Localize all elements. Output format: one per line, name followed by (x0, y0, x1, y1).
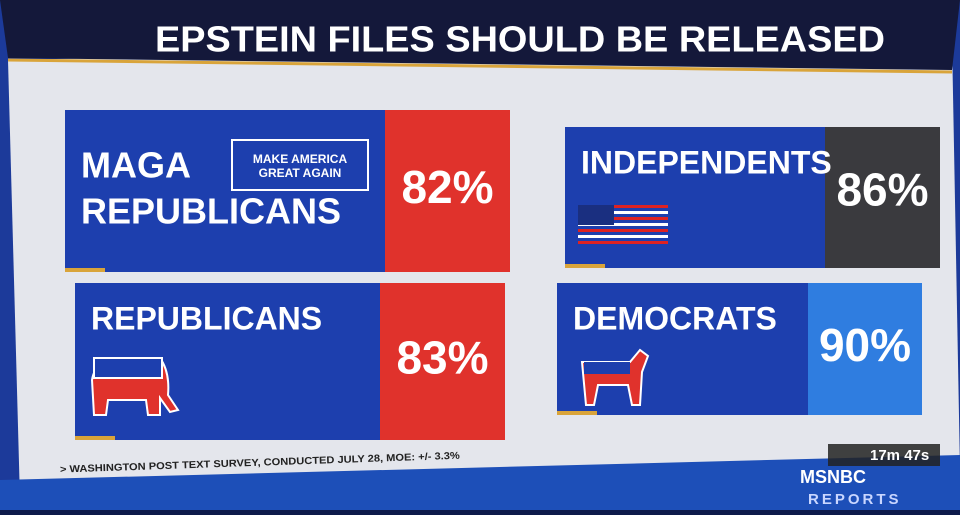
panel-label: INDEPENDENTS (581, 144, 832, 180)
panel-right (380, 283, 505, 440)
panel-label: REPUBLICANS (91, 300, 322, 336)
panel-accent (565, 264, 605, 268)
panel-label: DEMOCRATS (573, 300, 777, 336)
donkey-top (584, 362, 630, 374)
timer: 17m 47s (870, 447, 929, 464)
panel-left (557, 283, 808, 415)
panel-value: 86% (836, 164, 928, 216)
elephant-top (93, 357, 163, 379)
flag-stripe (578, 241, 668, 244)
title-underline (7, 58, 953, 74)
panel-right (808, 283, 922, 415)
flag-stripe (578, 217, 668, 220)
panel-right (825, 127, 940, 268)
panel-left (565, 127, 825, 268)
program: REPORTS (808, 491, 902, 508)
flag-stripe (578, 229, 668, 232)
title: EPSTEIN FILES SHOULD BE RELEASED (155, 19, 885, 60)
badge (231, 139, 369, 191)
badge-text: MAKE AMERICA (253, 152, 348, 166)
logo: MSNBC (800, 467, 866, 487)
panel-label: MAGA (81, 145, 191, 186)
timer-box (828, 444, 940, 466)
panel-value: 90% (819, 319, 911, 371)
panel-right (385, 110, 510, 272)
panel-accent (557, 411, 597, 415)
flag-stripe (578, 205, 668, 208)
flag-stripe (578, 235, 668, 238)
panel-label: REPUBLICANS (81, 191, 341, 232)
panel-value: 83% (396, 332, 488, 384)
panel-accent (65, 268, 105, 272)
flag-stripe (578, 211, 668, 214)
title-bar (0, 0, 960, 70)
bottom-band (0, 455, 960, 510)
badge-text: GREAT AGAIN (259, 166, 342, 180)
panel-accent (75, 436, 115, 440)
panel-value: 82% (401, 161, 493, 213)
flag-stripe (578, 223, 668, 226)
flag-canton (578, 205, 614, 225)
